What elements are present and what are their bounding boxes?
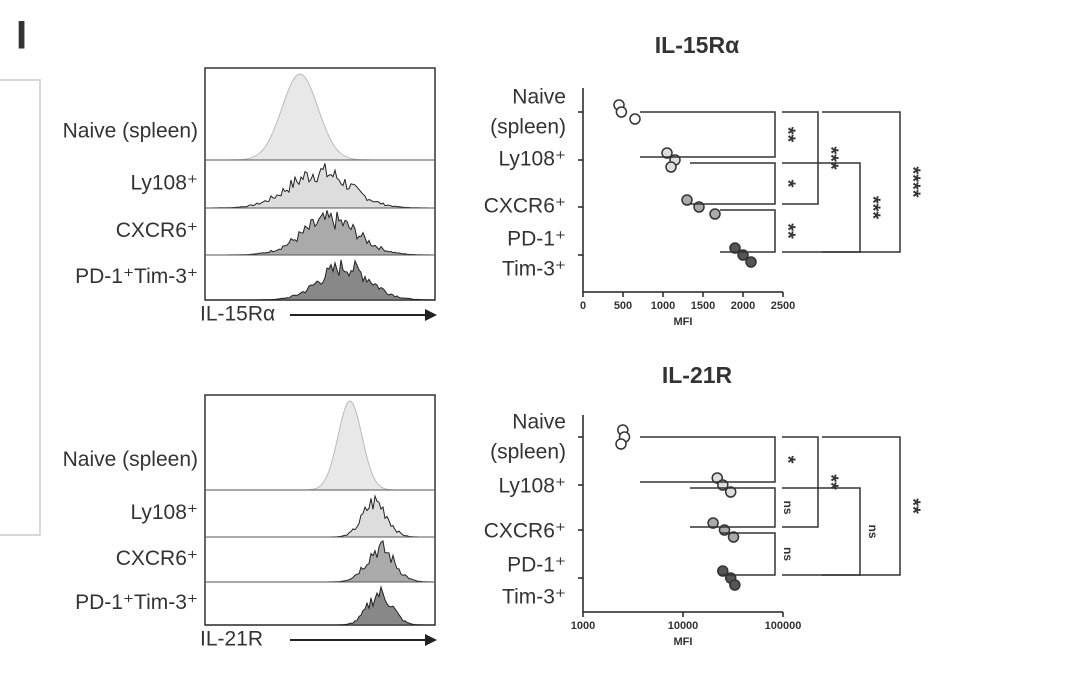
arrow-head	[425, 634, 437, 646]
significance-label: ****	[902, 166, 924, 197]
histogram-label: CXCR6⁺	[116, 219, 198, 242]
histogram-curve	[205, 73, 435, 161]
y-tick-label: PD-1⁺	[507, 554, 566, 577]
data-point	[629, 113, 641, 125]
significance-label: ns	[781, 547, 795, 561]
y-tick-label: Tim-3⁺	[502, 258, 566, 281]
histogram-curve	[205, 259, 436, 301]
significance-label: *	[777, 456, 799, 464]
histogram-label: PD-1⁺Tim-3⁺	[75, 591, 198, 614]
y-tick-label: (spleen)	[490, 116, 566, 139]
histogram-label: Ly108⁺	[130, 501, 198, 524]
x-axis-label: MFI	[674, 316, 693, 328]
histogram-curve	[205, 400, 435, 491]
significance-label: ns	[781, 500, 795, 514]
x-tick-label: 1000	[571, 620, 595, 632]
histogram-frame	[204, 394, 436, 626]
chart-title: IL-15Rα	[655, 32, 739, 58]
histogram-curve	[205, 585, 435, 626]
x-tick-label: 2000	[731, 300, 755, 312]
histogram-curve	[205, 210, 435, 256]
significance-bracket	[782, 162, 861, 253]
histogram-axis-label: IL-21R	[200, 628, 263, 651]
histogram-label: CXCR6⁺	[116, 547, 198, 570]
significance-bracket	[822, 111, 901, 253]
significance-label: ***	[862, 196, 884, 220]
arrow-head	[425, 309, 437, 321]
data-point	[745, 256, 757, 268]
data-point	[729, 242, 741, 254]
panel-label: I	[16, 14, 27, 58]
data-point	[709, 208, 721, 220]
significance-bracket	[782, 487, 861, 576]
data-point	[724, 486, 737, 498]
significance-bracket	[640, 111, 776, 158]
data-point	[727, 531, 740, 543]
x-tick-label: 500	[614, 300, 632, 312]
side-bracket	[0, 79, 41, 536]
chart-title: IL-21R	[662, 362, 733, 388]
y-tick-label: Naive	[512, 411, 566, 434]
x-axis-label: MFI	[674, 636, 693, 648]
data-point	[665, 161, 677, 173]
y-tick-label: (spleen)	[490, 441, 566, 464]
significance-label: **	[820, 474, 842, 490]
histogram-label: Ly108⁺	[130, 172, 198, 195]
significance-bracket	[782, 436, 819, 528]
significance-bracket	[782, 111, 819, 205]
data-point	[615, 106, 628, 118]
y-tick-label: Tim-3⁺	[502, 586, 566, 609]
significance-bracket	[720, 209, 776, 253]
data-point	[717, 565, 729, 577]
x-tick-label: 1500	[691, 300, 715, 312]
y-tick-label: Ly108⁺	[498, 148, 566, 171]
x-tick-label: 1000	[651, 300, 675, 312]
significance-label: **	[902, 498, 924, 514]
data-point	[615, 438, 627, 450]
histogram-curve	[205, 494, 435, 538]
significance-bracket	[640, 436, 776, 483]
histogram-label: Naive (spleen)	[63, 120, 198, 143]
y-tick-label: CXCR6⁺	[484, 195, 566, 218]
x-tick-label: 100000	[765, 620, 802, 632]
y-tick-label: Ly108⁺	[498, 475, 566, 498]
histogram-axis-label: IL-15Rα	[200, 303, 275, 326]
histogram-label: Naive (spleen)	[63, 448, 198, 471]
histogram-curve	[205, 163, 435, 209]
x-tick-label: 10000	[668, 620, 699, 632]
significance-bracket	[822, 436, 901, 576]
data-point	[729, 579, 741, 591]
significance-bracket	[690, 487, 776, 528]
data-point	[707, 517, 719, 529]
significance-bracket	[690, 162, 776, 205]
data-point	[661, 147, 673, 159]
significance-label: **	[777, 127, 799, 143]
data-point	[681, 194, 693, 206]
significance-bracket	[720, 532, 776, 576]
histogram-label: PD-1⁺Tim-3⁺	[75, 265, 198, 288]
significance-label: ns	[866, 524, 880, 538]
y-tick-label: PD-1⁺	[507, 228, 566, 251]
x-tick-label: 2500	[771, 300, 795, 312]
significance-label: ***	[820, 146, 842, 170]
significance-label: *	[777, 180, 799, 188]
significance-label: **	[777, 223, 799, 239]
x-tick-label: 0	[580, 300, 586, 312]
y-tick-label: Naive	[512, 86, 566, 109]
histogram-curve	[205, 540, 435, 583]
y-tick-label: CXCR6⁺	[484, 520, 566, 543]
